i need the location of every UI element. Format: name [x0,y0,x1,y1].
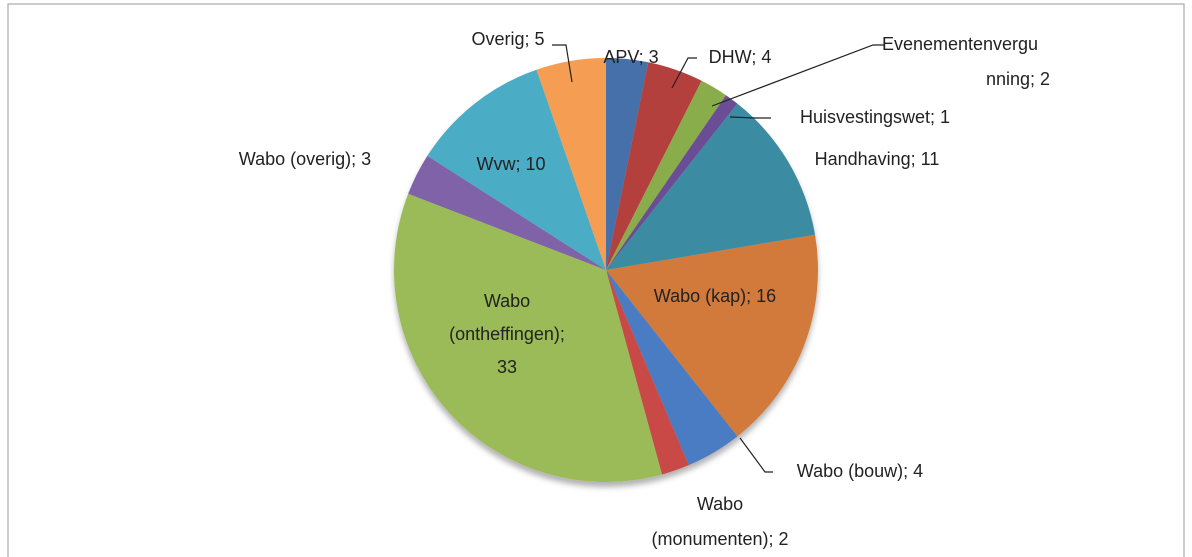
data-label: (ontheffingen); [449,324,565,344]
pie-slice [606,103,816,270]
pie-slice [606,80,726,270]
data-label: Wvw; 10 [476,154,545,174]
data-label: DHW; 4 [709,47,772,67]
pie [394,58,818,483]
data-label: Wabo (bouw); 4 [797,461,923,481]
data-label: (monumenten); 2 [651,529,788,549]
pie-slice [606,62,702,270]
pie-slice [606,58,649,270]
data-label: Evenementenvergu [882,34,1038,54]
pie-slice [394,193,663,483]
data-label: Wabo [484,291,530,311]
data-label: Wabo (kap); 16 [654,286,776,306]
pie-slice [606,234,818,437]
pie-slice [408,155,606,270]
data-label: Handhaving; 11 [815,149,940,169]
pie-slice [536,58,606,270]
pie-slice [427,69,606,270]
pie-slice [606,95,738,271]
data-label: Huisvestingswet; 1 [800,107,950,127]
data-label: Overig; 5 [471,29,544,49]
leader-lines [552,44,884,473]
data-label: Wabo (overig); 3 [239,149,371,169]
data-label: Wabo [697,494,743,514]
pie-slice [606,270,689,475]
pie-slice [606,270,738,466]
data-label: APV; 3 [603,47,658,67]
data-label: 33 [497,357,517,377]
data-label: nning; 2 [986,69,1050,89]
frame [7,3,1185,557]
